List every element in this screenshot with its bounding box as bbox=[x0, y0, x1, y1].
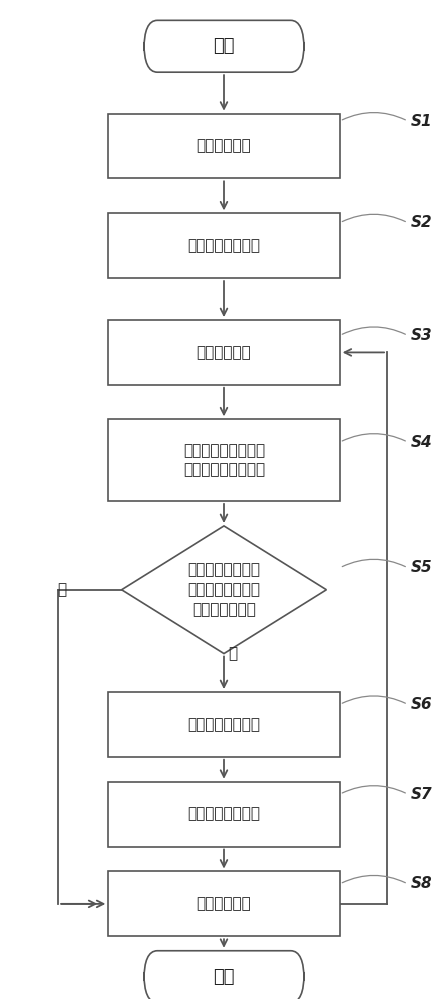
Text: 调整空调输出温度: 调整空调输出温度 bbox=[188, 807, 260, 822]
Polygon shape bbox=[121, 526, 327, 654]
Text: S2: S2 bbox=[411, 215, 433, 230]
Text: 否: 否 bbox=[228, 646, 237, 661]
Text: 设置用户预设温度: 设置用户预设温度 bbox=[188, 238, 260, 253]
FancyBboxPatch shape bbox=[108, 419, 340, 501]
Text: 结束: 结束 bbox=[213, 968, 235, 986]
FancyBboxPatch shape bbox=[108, 782, 340, 847]
Text: S4: S4 bbox=[411, 435, 433, 450]
FancyBboxPatch shape bbox=[108, 320, 340, 385]
Text: S6: S6 bbox=[411, 697, 433, 712]
Text: 比较用户预设温度
和室内温度相等？
并调节空调状态: 比较用户预设温度 和室内温度相等？ 并调节空调状态 bbox=[188, 562, 260, 617]
Text: S3: S3 bbox=[411, 328, 433, 343]
Text: S7: S7 bbox=[411, 787, 433, 802]
FancyBboxPatch shape bbox=[108, 213, 340, 278]
FancyBboxPatch shape bbox=[144, 951, 304, 1000]
Text: 读取用户预设温度、
室内温度和室外温度: 读取用户预设温度、 室内温度和室外温度 bbox=[183, 443, 265, 478]
Text: 学习红外信号: 学习红外信号 bbox=[197, 138, 251, 153]
FancyBboxPatch shape bbox=[108, 871, 340, 936]
Text: 是: 是 bbox=[57, 582, 66, 597]
FancyBboxPatch shape bbox=[144, 20, 304, 72]
Text: 循环检测步骤: 循环检测步骤 bbox=[197, 896, 251, 911]
Text: S1: S1 bbox=[411, 114, 433, 129]
Text: S8: S8 bbox=[411, 876, 433, 891]
FancyBboxPatch shape bbox=[108, 692, 340, 757]
Text: 检测环境温度: 检测环境温度 bbox=[197, 345, 251, 360]
Text: 开始: 开始 bbox=[213, 37, 235, 55]
FancyBboxPatch shape bbox=[108, 114, 340, 178]
Text: 计算空调输出温度: 计算空调输出温度 bbox=[188, 717, 260, 732]
Text: S5: S5 bbox=[411, 560, 433, 575]
